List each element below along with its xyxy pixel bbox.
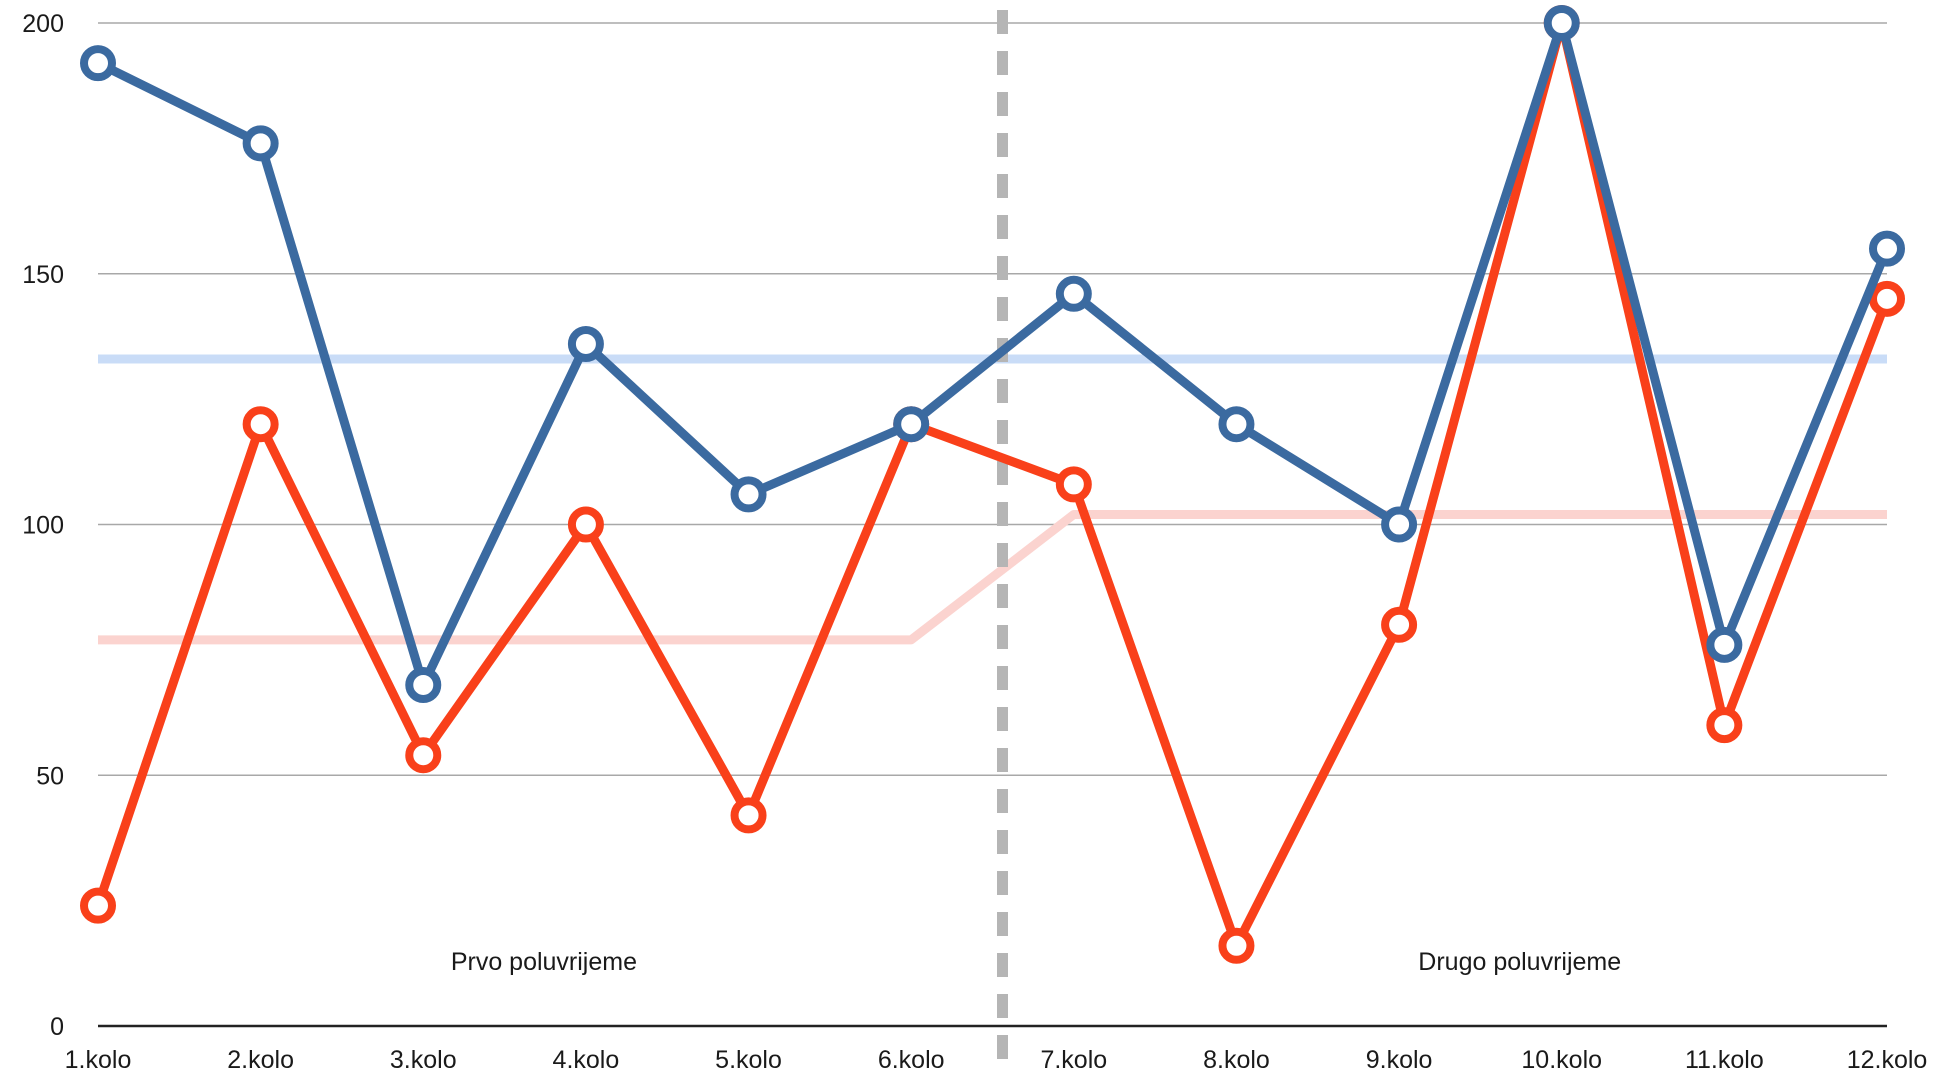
x-tick-label: 3.kolo (390, 1046, 457, 1074)
y-tick-label: 50 (36, 762, 64, 790)
x-tick-label: 1.kolo (65, 1046, 132, 1074)
series-2 (80, 5, 1905, 964)
series-2-point (1218, 927, 1255, 964)
x-tick-label: 5.kolo (715, 1046, 782, 1074)
series-1-point (567, 325, 604, 362)
series-1-point (1381, 506, 1418, 543)
reference-line-2 (98, 509, 1887, 645)
series-1-point (242, 125, 279, 162)
series-2-point (1381, 606, 1418, 643)
y-tick-label: 150 (22, 261, 64, 289)
series-1-point (1218, 406, 1255, 443)
y-tick-label: 100 (22, 512, 64, 540)
annotation-label: Prvo poluvrijeme (451, 948, 637, 976)
x-tick-label: 11.kolo (1685, 1046, 1764, 1074)
x-tick-label: 2.kolo (227, 1046, 294, 1074)
x-tick-label: 7.kolo (1040, 1046, 1107, 1074)
series-1-point (1055, 275, 1092, 312)
series-2-point (567, 506, 604, 543)
series-2-point (1055, 466, 1092, 503)
series-1-point (80, 45, 116, 82)
tick-labels: 0 50 100 150 200 1.kolo 2.kolo 3.kolo 4.kolo 5.ko… (22, 10, 1927, 1074)
series-2-point (80, 887, 116, 924)
series-2-point (242, 406, 279, 443)
series-1-point (1706, 626, 1743, 663)
series-1-point (1543, 5, 1580, 41)
series-1-point (893, 406, 930, 443)
series-1-point (1869, 230, 1905, 267)
series-2-point (1869, 280, 1905, 317)
x-tick-label: 8.kolo (1203, 1046, 1270, 1074)
series-1-point (730, 476, 767, 513)
series-2-point (405, 737, 442, 774)
x-tick-label: 9.kolo (1366, 1046, 1433, 1074)
series-1-point (405, 666, 442, 703)
x-tick-label: 10.kolo (1521, 1046, 1602, 1074)
annotation-label: Drugo poluvrijeme (1418, 948, 1621, 976)
series-2-point (1706, 707, 1743, 744)
annotations: Prvo poluvrijeme Drugo poluvrijeme (451, 948, 1621, 976)
grid-lines (98, 22, 1887, 1028)
series-1-line (93, 18, 1892, 690)
x-tick-label: 6.kolo (878, 1046, 945, 1074)
series-2-point (730, 797, 767, 834)
data-series (80, 5, 1905, 964)
y-tick-label: 0 (50, 1013, 64, 1041)
series-1 (80, 5, 1905, 703)
y-tick-label: 200 (22, 10, 64, 38)
x-tick-label: 4.kolo (553, 1046, 620, 1074)
x-tick-label: 12.kolo (1847, 1046, 1928, 1074)
